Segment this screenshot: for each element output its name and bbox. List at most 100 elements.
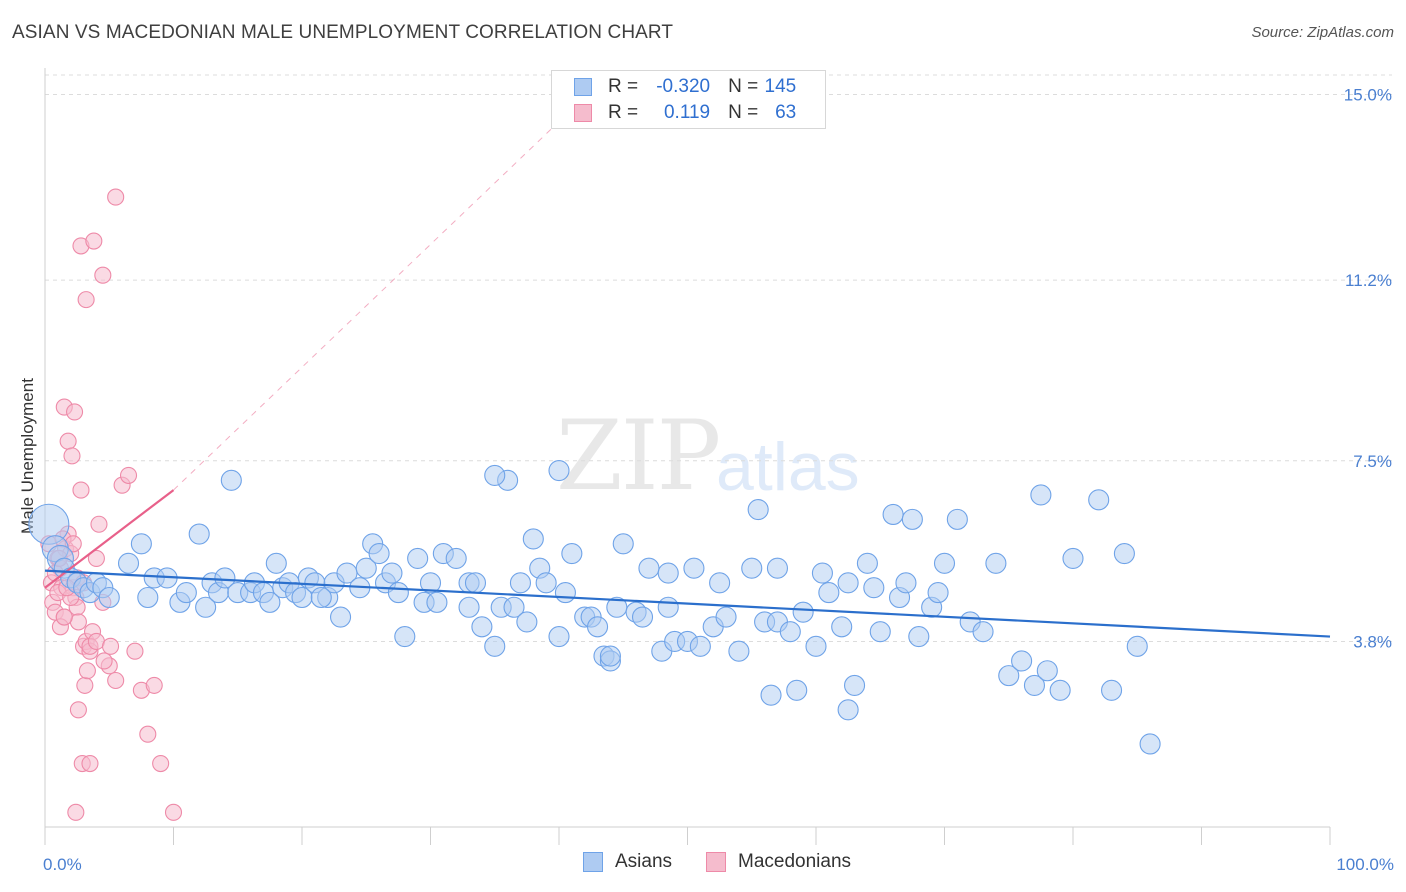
bottom-legend-asians: Asians bbox=[583, 851, 672, 873]
asian-point bbox=[394, 626, 416, 648]
macedonian-point bbox=[107, 188, 125, 206]
asian-point bbox=[137, 586, 159, 609]
asian-point bbox=[464, 572, 487, 594]
macedonian-point bbox=[55, 608, 73, 626]
asian-point bbox=[895, 572, 917, 594]
asian-point bbox=[766, 557, 789, 579]
asian-point bbox=[837, 572, 859, 594]
asian-point bbox=[818, 582, 840, 604]
asian-point bbox=[747, 499, 769, 521]
asian-point bbox=[407, 547, 429, 569]
asian-point bbox=[612, 533, 634, 555]
asian-point bbox=[856, 552, 878, 574]
macedonian-point bbox=[85, 232, 103, 250]
asian-point bbox=[1049, 679, 1071, 701]
asian-point bbox=[1139, 733, 1161, 755]
macedonian-point bbox=[69, 613, 87, 631]
macedonian-point bbox=[87, 632, 105, 650]
asian-point bbox=[805, 635, 827, 657]
asian-point bbox=[1023, 674, 1045, 696]
x-tick-label: 0.0% bbox=[43, 855, 82, 874]
asian-point bbox=[220, 469, 242, 491]
asian-point bbox=[548, 626, 570, 648]
tick-labels: 3.8% 7.5% 11.2% 15.0% 0.0% 100.0% bbox=[43, 86, 1394, 874]
r-label: R = bbox=[608, 76, 639, 97]
asian-point bbox=[368, 542, 390, 565]
asian-point bbox=[561, 542, 583, 565]
macedonian-point bbox=[78, 662, 96, 680]
asian-point bbox=[265, 552, 287, 574]
x-tick-label: 100.0% bbox=[1336, 855, 1394, 874]
macedonian-point bbox=[90, 515, 108, 533]
asian-swatch bbox=[583, 852, 603, 872]
macedonian-point bbox=[101, 637, 120, 655]
macedonian-point bbox=[164, 803, 183, 821]
asian-point bbox=[310, 586, 332, 609]
asian-point bbox=[188, 523, 210, 545]
legend-label-asians: Asians bbox=[615, 851, 673, 872]
asian-point bbox=[458, 596, 480, 618]
asian-point bbox=[522, 528, 544, 550]
asian-point bbox=[927, 582, 949, 604]
asian-point bbox=[1113, 542, 1135, 565]
y-tick-label: 7.5% bbox=[1353, 452, 1392, 471]
asian-point bbox=[117, 552, 140, 574]
trend-lines bbox=[44, 84, 1331, 638]
y-tick-label: 11.2% bbox=[1345, 271, 1392, 290]
asian-point bbox=[381, 562, 403, 584]
asian-point bbox=[786, 679, 808, 701]
asian-point bbox=[837, 699, 859, 721]
asian-point bbox=[946, 508, 968, 530]
asian-point bbox=[689, 635, 711, 657]
r-label: R = bbox=[608, 102, 639, 123]
macedonian-point bbox=[69, 701, 87, 719]
asian-point bbox=[471, 616, 493, 638]
macedonian-point bbox=[145, 676, 163, 694]
bottom-legend-macedonians: Macedonians bbox=[706, 851, 851, 873]
asian-point bbox=[811, 562, 833, 584]
asian-point bbox=[586, 616, 609, 638]
macedonian-point bbox=[63, 447, 81, 465]
n-label: N = bbox=[728, 102, 759, 123]
macedonian-swatch bbox=[706, 852, 726, 872]
macedonian-point bbox=[67, 803, 85, 821]
asian-point bbox=[259, 591, 281, 613]
asian-trend-line bbox=[44, 569, 1331, 638]
asian-point bbox=[554, 582, 576, 604]
asian-point bbox=[933, 552, 956, 574]
asian-point bbox=[657, 562, 679, 584]
asian-point bbox=[1030, 484, 1052, 506]
asian-point bbox=[214, 567, 236, 589]
asian-point bbox=[509, 572, 532, 594]
macedonian-point bbox=[59, 432, 77, 450]
chart-title: ASIAN VS MACEDONIAN MALE UNEMPLOYMENT CO… bbox=[12, 22, 674, 43]
asian-point bbox=[503, 596, 525, 618]
y-tick-label: 3.8% bbox=[1353, 632, 1392, 651]
macedonian-point bbox=[139, 725, 157, 743]
watermark-zip: ZIP bbox=[556, 400, 721, 512]
asian-swatch bbox=[574, 78, 592, 96]
asian-point bbox=[419, 572, 442, 594]
legend-row-macedonians: R = 0.119 N = 63 bbox=[574, 102, 796, 124]
asian-point bbox=[98, 586, 120, 609]
asian-point bbox=[599, 645, 621, 667]
watermark-atlas: atlas bbox=[716, 429, 860, 505]
macedonian-trend-extension bbox=[173, 84, 598, 491]
asian-point bbox=[195, 596, 217, 618]
macedonian-point bbox=[152, 754, 170, 773]
asian-point bbox=[843, 674, 866, 696]
asian-point bbox=[355, 557, 377, 579]
asian-point bbox=[516, 611, 538, 633]
macedonian-point bbox=[119, 466, 138, 484]
asian-point bbox=[130, 533, 152, 555]
asian-point bbox=[1088, 489, 1110, 511]
macedonian-swatch bbox=[574, 104, 592, 122]
asian-point bbox=[760, 684, 782, 706]
asian-point bbox=[901, 508, 923, 530]
macedonian-point bbox=[76, 676, 94, 694]
asian-point bbox=[484, 464, 506, 486]
asian-points bbox=[28, 459, 1161, 755]
macedonian-points bbox=[40, 188, 183, 821]
asian-point bbox=[908, 626, 930, 648]
